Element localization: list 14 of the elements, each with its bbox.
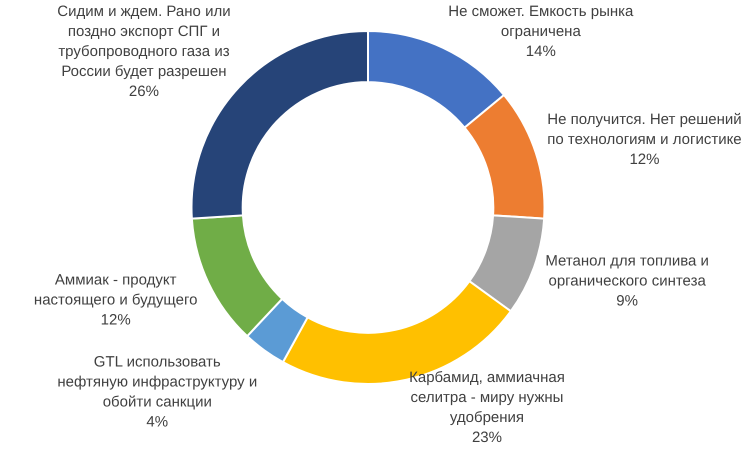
data-label: 23% bbox=[472, 429, 502, 446]
data-label: 4% bbox=[146, 414, 168, 430]
slice-label: GTL использовать нефтяную инфраструктуру и обойти санкции bbox=[57, 354, 258, 410]
slice-label: Метанол для топлива и органического синтеза bbox=[545, 252, 709, 290]
data-label: 12% bbox=[100, 312, 131, 329]
slice-label: Сидим и ждем. Рано или поздно экспорт СПГ и трубопроводного газа из России будет разрешен bbox=[57, 3, 231, 80]
slice-label: Не сможет. Емкость рынка ограничена bbox=[448, 3, 634, 40]
slice-label: Карбамид, аммиачная селитра - миру нужны удобрения bbox=[409, 369, 565, 426]
slice-label: Не получится. Нет решений по технологиям и логистике bbox=[547, 111, 742, 148]
data-label: 14% bbox=[526, 43, 556, 60]
data-label: 9% bbox=[616, 292, 638, 310]
slice-label: Аммиак - продукт настоящего и будущего bbox=[34, 272, 198, 309]
data-label: 12% bbox=[629, 151, 660, 168]
data-label: 26% bbox=[128, 83, 159, 100]
